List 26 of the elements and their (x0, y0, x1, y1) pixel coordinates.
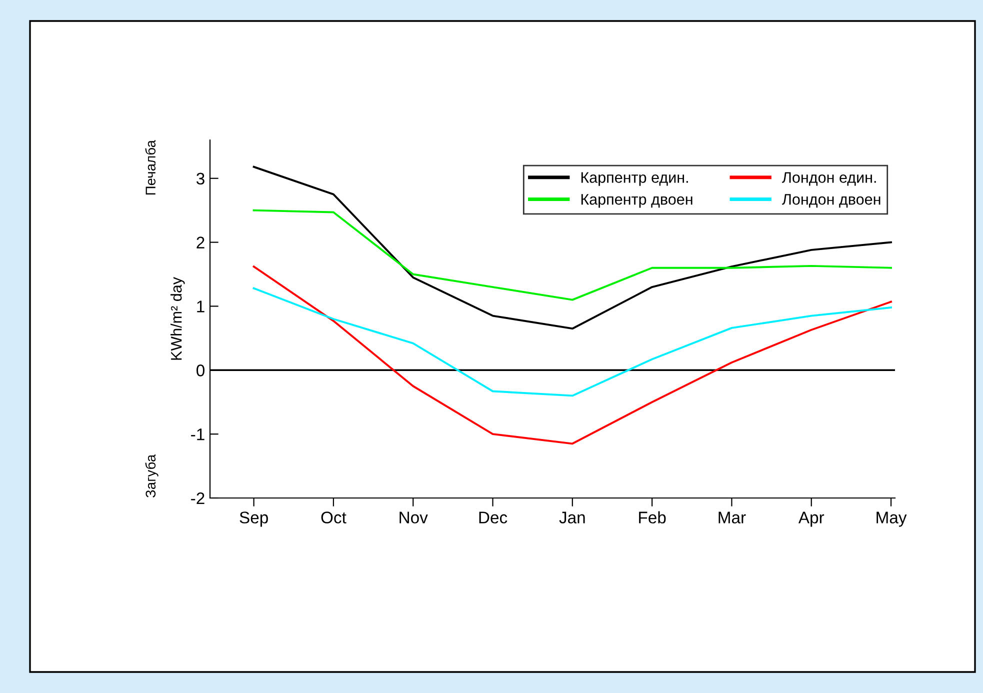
x-tick-label: Dec (479, 512, 508, 524)
y-tick-label: 1 (197, 300, 204, 312)
x-tick-label: May (876, 512, 907, 527)
text: Печалба (145, 140, 156, 195)
x-tick-label: Nov (400, 512, 428, 524)
x-tick-label: Sep (240, 512, 268, 527)
legend-label: Лондон двоен (782, 194, 880, 208)
y-tick-label: 3 (196, 172, 204, 185)
y-tick-label: 2 (196, 236, 204, 248)
line-series (252, 266, 892, 445)
y-tick-label: -1 (191, 428, 204, 440)
line-series (252, 166, 892, 330)
x-tick-label: Jan (559, 512, 585, 524)
x-tick-label: Oct (321, 512, 346, 524)
legend-label: Лондон един. (782, 172, 876, 186)
legend-label: Карпентр двоен (581, 194, 692, 208)
y-axis-title: KWh/m² day (170, 277, 185, 360)
text: Загуба (145, 454, 158, 498)
line-series (252, 287, 892, 397)
x-tick-label: Apr (798, 512, 824, 527)
y-tick-label: 0 (196, 364, 204, 376)
x-tick-label: Feb (639, 511, 666, 524)
x-tick-label: Mar (718, 512, 746, 524)
line-series (252, 209, 892, 301)
y-tick-label: -2 (191, 492, 204, 504)
legend-label: Карпентр един. (581, 172, 688, 186)
